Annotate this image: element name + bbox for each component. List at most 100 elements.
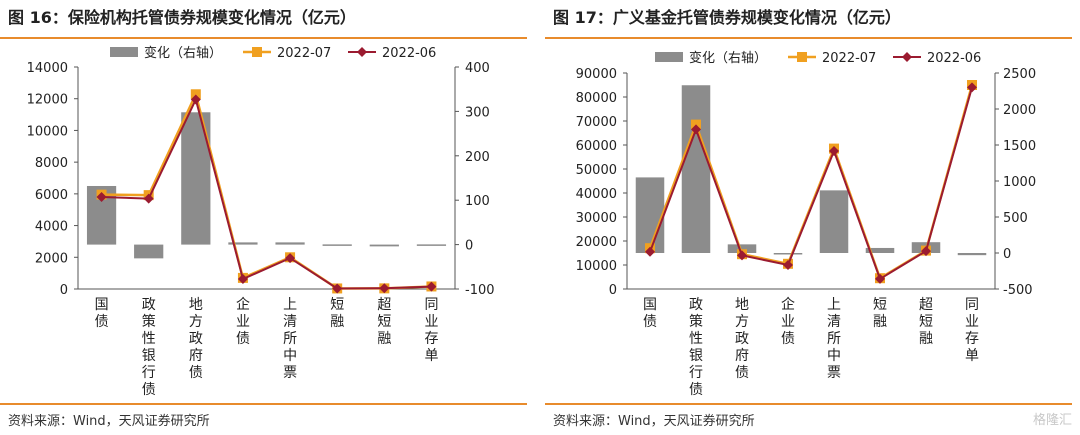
- bar-change: [275, 242, 305, 245]
- left-axis-tick-label: 2000: [35, 251, 68, 266]
- category-label: 短融: [873, 297, 887, 330]
- right-axis-tick-label: 0: [1003, 247, 1011, 262]
- right-axis-tick-label: 400: [465, 61, 490, 76]
- left-axis-tick-label: 4000: [35, 220, 68, 235]
- legend-swatch-marker: [357, 47, 367, 57]
- figure-17-panel: 图 17：广义基金托管债券规模变化情况（亿元） 0 10000 20000 30000…: [545, 0, 1080, 435]
- bar-change: [228, 242, 258, 245]
- figure-16-title: 图 16：保险机构托管债券规模变化情况（亿元）: [8, 8, 356, 27]
- source-rule: [0, 403, 527, 405]
- point-marker: [691, 124, 701, 135]
- category-label: 政策性银行债: [689, 297, 703, 398]
- point-marker: [967, 82, 977, 93]
- point-marker: [737, 250, 747, 261]
- source-rule: [545, 403, 1072, 405]
- category-label: 超短融: [377, 297, 391, 347]
- bar-change: [727, 244, 757, 253]
- left-axis-tick-label: 90000: [576, 67, 617, 82]
- point-marker: [190, 89, 201, 100]
- right-axis-tick-label: -100: [465, 283, 495, 298]
- bar-change: [322, 244, 352, 246]
- point-marker: [783, 260, 793, 270]
- category-label: 同业存单: [965, 297, 979, 364]
- series-line: [101, 96, 432, 290]
- right-axis-tick-label: 1500: [1003, 139, 1036, 154]
- left-axis-tick-label: 0: [609, 283, 617, 298]
- left-axis-tick-label: 10000: [576, 259, 617, 274]
- category-label: 国债: [643, 297, 657, 330]
- figure-17-source: 资料来源：Wind，天风证券研究所: [553, 414, 755, 429]
- category-label: 短融: [330, 297, 344, 330]
- category-label: 地方政府债: [735, 297, 749, 381]
- legend-swatch-bar: [110, 47, 138, 57]
- bar-change: [134, 244, 164, 259]
- legend-label: 2022-07: [822, 51, 876, 66]
- left-axis-tick-label: 0: [60, 283, 68, 298]
- figure-17-chart: 0100002000030000400005000060000700008000…: [576, 50, 1036, 398]
- bar-change: [819, 190, 849, 253]
- point-marker: [143, 193, 154, 204]
- point-marker: [921, 246, 931, 257]
- legend-swatch-marker: [902, 52, 912, 62]
- left-axis-tick-label: 6000: [35, 188, 68, 203]
- point-marker: [332, 283, 343, 294]
- bar-change: [957, 253, 987, 256]
- legend-label: 变化（右轴）: [144, 45, 222, 61]
- right-axis-tick-label: 200: [465, 150, 490, 165]
- legend-label: 2022-06: [927, 51, 981, 66]
- bar-change: [369, 244, 399, 247]
- category-label: 同业存单: [424, 297, 438, 364]
- bar-change: [865, 247, 895, 253]
- point-marker: [190, 94, 201, 105]
- figure-16-chart: 0 2000 4000 6000 8000 10000 12000 14000 -100 0 100…: [27, 45, 495, 398]
- category-label: 上清所中票: [827, 297, 841, 381]
- left-axis-tick-label: 12000: [27, 93, 68, 108]
- point-marker: [645, 246, 655, 257]
- category-label: 政策性银行债: [142, 297, 156, 398]
- right-axis-tick-label: 100: [465, 194, 490, 209]
- figure-16-source: 资料来源：Wind，天风证券研究所: [8, 414, 210, 429]
- right-axis-tick-label: 0: [465, 239, 473, 254]
- title-rule: [545, 37, 1072, 39]
- bar-change: [635, 177, 665, 253]
- point-marker: [237, 274, 248, 285]
- legend-label: 2022-07: [277, 46, 331, 61]
- left-axis-tick-label: 14000: [27, 61, 68, 76]
- point-marker: [96, 192, 107, 203]
- left-axis-tick-label: 80000: [576, 91, 617, 106]
- category-label: 国债: [95, 297, 109, 330]
- legend-swatch-marker: [797, 52, 807, 62]
- series-line: [649, 87, 973, 281]
- legend-swatch-marker: [252, 47, 262, 57]
- watermark: 格隆汇: [1032, 413, 1072, 428]
- left-axis-tick-label: 10000: [27, 124, 68, 139]
- right-axis-tick-label: -500: [1003, 283, 1033, 298]
- category-label: 超短融: [919, 297, 933, 347]
- right-axis-tick-label: 1000: [1003, 175, 1036, 190]
- category-label: 上清所中票: [283, 297, 297, 381]
- figure-16-panel: 图 16：保险机构托管债券规模变化情况（亿元） 0 2000 4000 6000 800…: [0, 0, 535, 435]
- right-axis-tick-label: 500: [1003, 211, 1028, 226]
- point-marker: [875, 273, 885, 284]
- bar-change: [416, 244, 447, 246]
- point-marker: [829, 146, 839, 156]
- left-axis-tick-label: 8000: [35, 156, 68, 171]
- point-marker: [379, 283, 390, 294]
- point-marker: [285, 253, 296, 264]
- bar-change: [773, 253, 803, 255]
- left-axis-tick-label: 70000: [576, 115, 617, 130]
- right-axis-tick-label: 300: [465, 105, 490, 120]
- bar-change: [681, 85, 711, 253]
- category-label: 企业债: [236, 296, 250, 347]
- point-marker: [426, 281, 437, 292]
- category-label: 企业债: [781, 296, 795, 347]
- left-axis-tick-label: 50000: [576, 163, 617, 178]
- right-axis-tick-label: 2500: [1003, 67, 1036, 82]
- left-axis-tick-label: 40000: [576, 187, 617, 202]
- left-axis-tick-label: 20000: [576, 235, 617, 250]
- legend-swatch-bar: [655, 52, 683, 62]
- title-rule: [0, 37, 527, 39]
- left-axis-tick-label: 60000: [576, 139, 617, 154]
- legend-label: 2022-06: [382, 46, 436, 61]
- figure-17-title: 图 17：广义基金托管债券规模变化情况（亿元）: [553, 8, 901, 27]
